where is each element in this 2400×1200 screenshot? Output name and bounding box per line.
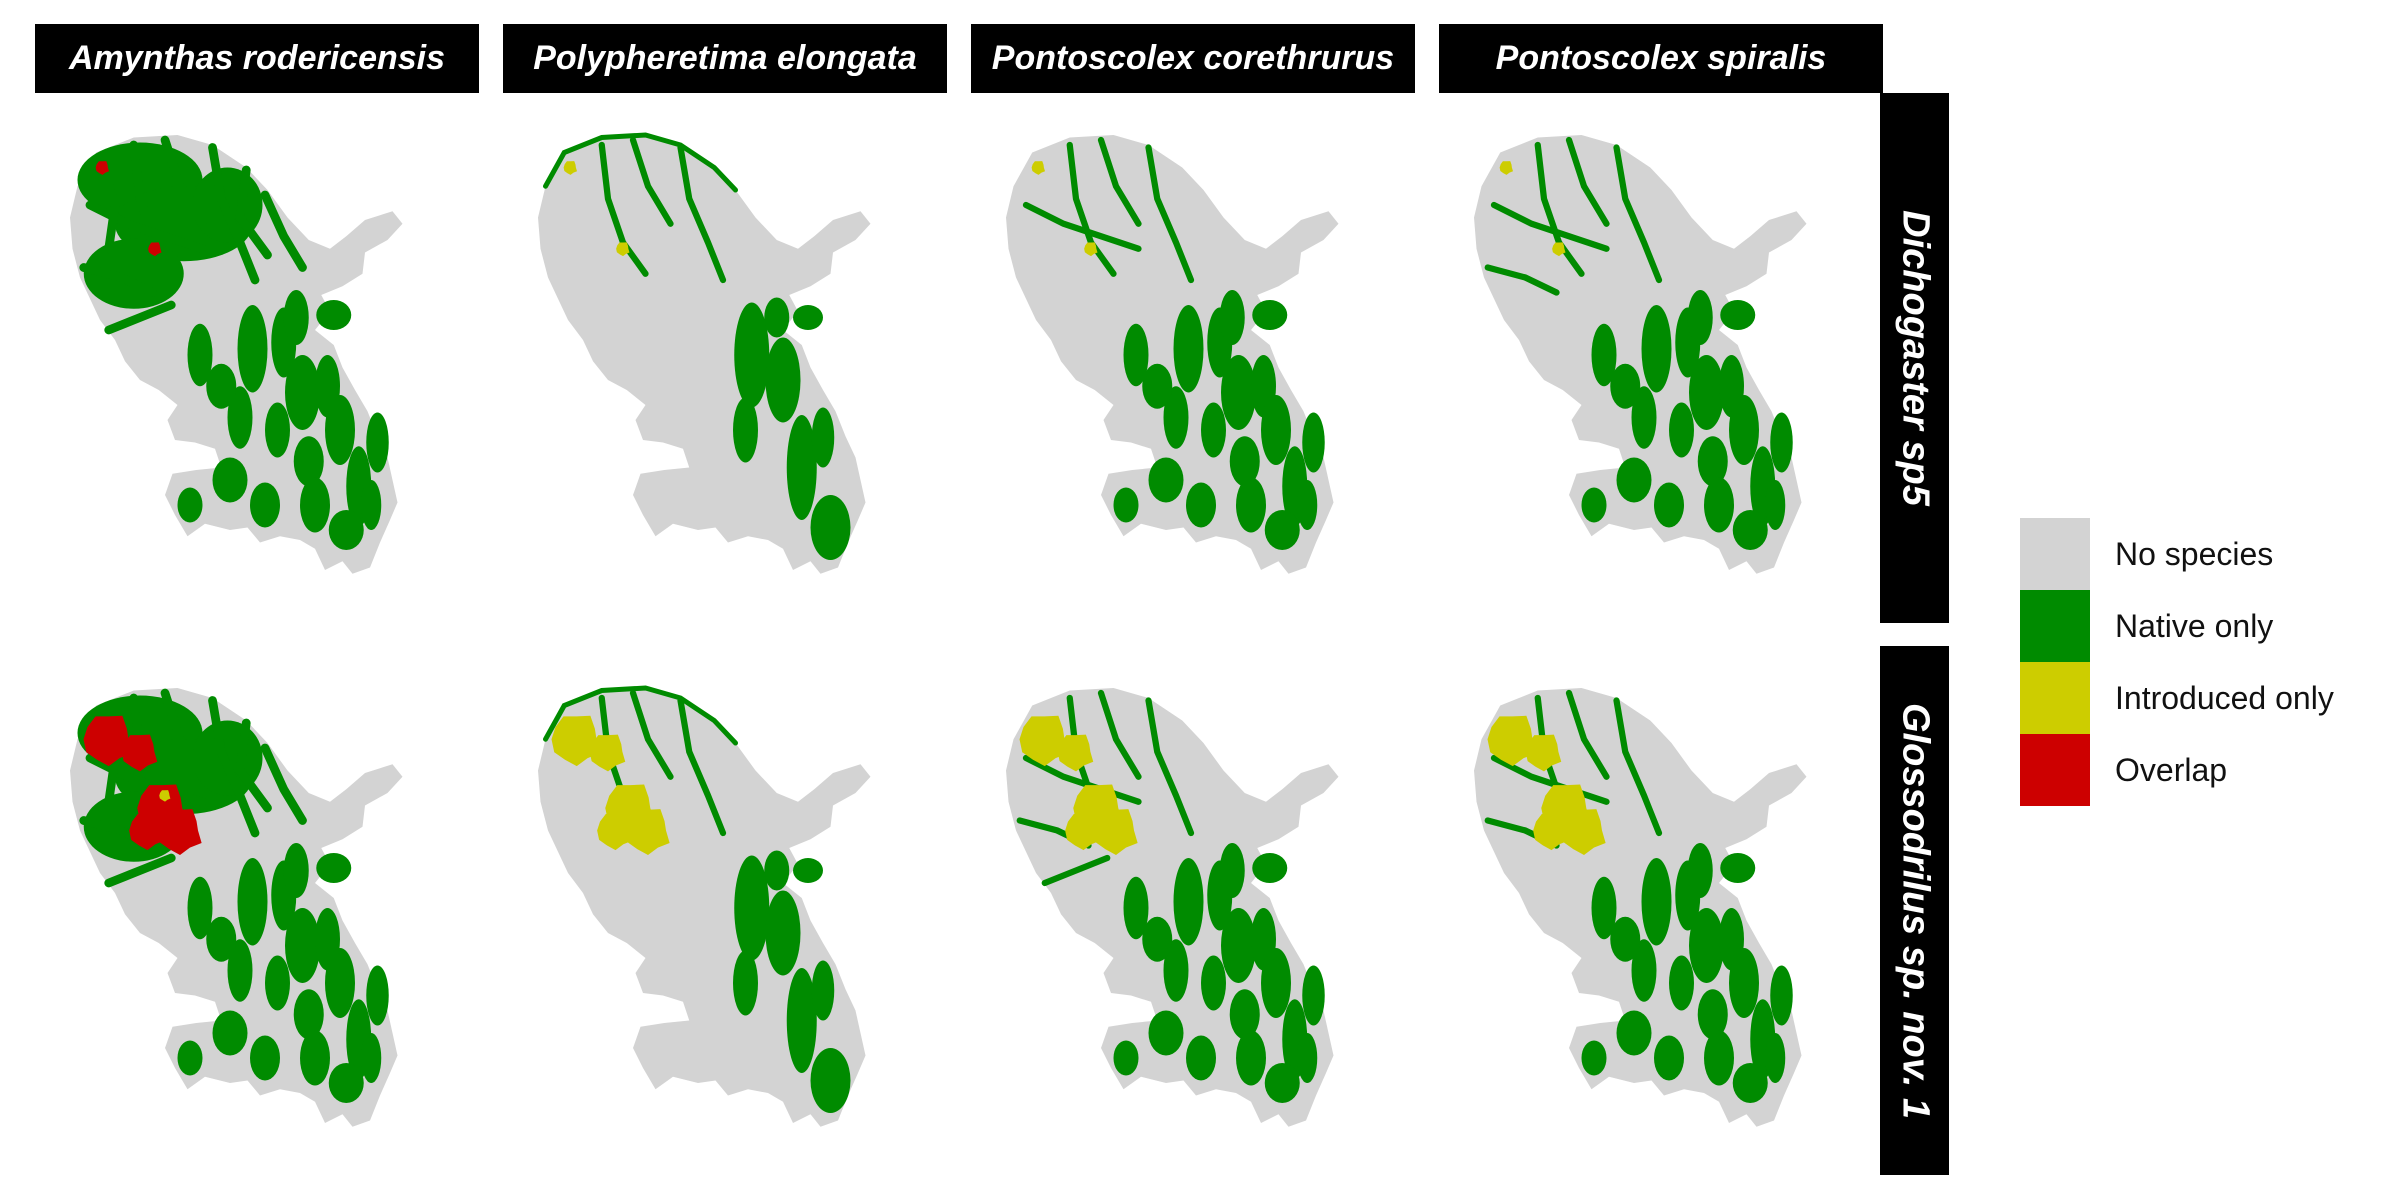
column-strip-1: Amynthas rodericensis bbox=[35, 24, 479, 93]
row-strip-1: Dichogaster sp5 bbox=[1880, 93, 1949, 623]
column-strip-4: Pontoscolex spiralis bbox=[1439, 24, 1883, 93]
map-panel bbox=[1449, 658, 1869, 1158]
map-panel bbox=[981, 658, 1401, 1158]
island-map bbox=[70, 688, 403, 1127]
row-strip-2: Glossodrilus sp. nov. 1 bbox=[1880, 646, 1949, 1175]
island-map bbox=[538, 132, 871, 574]
row-strip-1-label: Dichogaster sp5 bbox=[1894, 210, 1936, 506]
legend-label: Native only bbox=[2115, 608, 2274, 644]
map-panel bbox=[513, 658, 933, 1158]
island-map bbox=[70, 135, 403, 574]
legend-label: Introduced only bbox=[2115, 680, 2334, 716]
island-map bbox=[538, 685, 871, 1127]
legend-swatch-native-only bbox=[2020, 590, 2090, 662]
map-panel bbox=[45, 658, 465, 1158]
column-strip-3: Pontoscolex corethrurus bbox=[971, 24, 1415, 93]
row-strip-2-label: Glossodrilus sp. nov. 1 bbox=[1894, 702, 1936, 1119]
legend-swatch-no-species bbox=[2020, 518, 2090, 590]
map-panel bbox=[981, 105, 1401, 605]
legend-label: Overlap bbox=[2115, 752, 2228, 788]
column-strip-2: Polypheretima elongata bbox=[503, 24, 947, 93]
island-map bbox=[1006, 688, 1339, 1127]
map-panel bbox=[513, 105, 933, 605]
map-panel bbox=[1449, 105, 1869, 605]
legend-swatch-introduced-only bbox=[2020, 662, 2090, 734]
island-map bbox=[1474, 688, 1807, 1127]
legend-swatch-overlap bbox=[2020, 734, 2090, 806]
map-panel bbox=[45, 105, 465, 605]
legend-label: No species bbox=[2115, 536, 2274, 572]
island-map bbox=[1474, 135, 1807, 574]
island-map bbox=[1006, 135, 1339, 574]
